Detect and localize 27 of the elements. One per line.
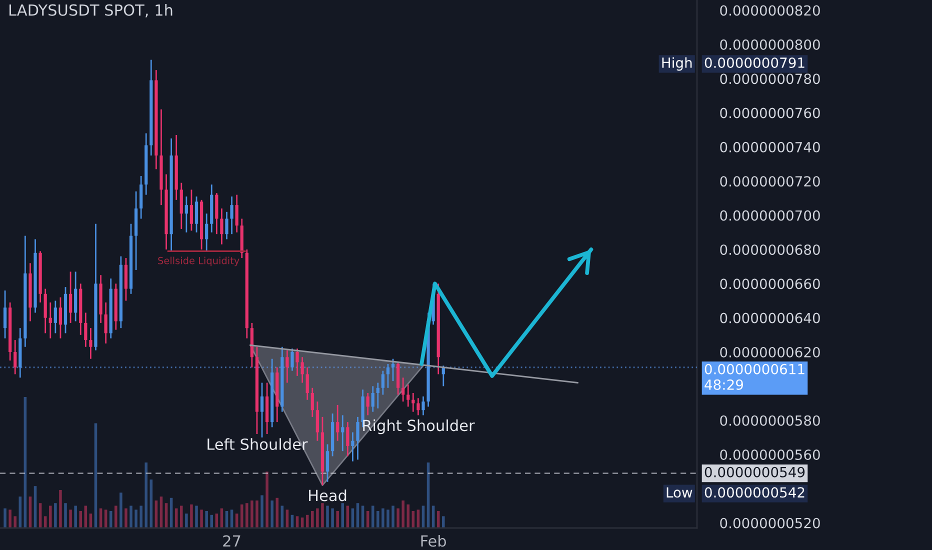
ref-line-label: 0.0000000611 48:29 (704, 364, 804, 390)
x-tick-label: Feb (421, 534, 446, 547)
y-tick-label: 0.0000000800 (720, 39, 820, 50)
annotation: Low (666, 487, 692, 498)
y-tick-label: 0.0000000580 (720, 415, 820, 426)
y-tick-label: 0.0000000660 (720, 278, 820, 290)
y-tick-label: 0.0000000620 (720, 346, 820, 358)
y-tick-label: 0.0000000740 (720, 142, 820, 152)
y-tick-label: 0.0000000700 (720, 210, 820, 221)
y-tick-label: 0.0000000760 (720, 108, 820, 118)
y-tick-label: 0.0000000780 (720, 74, 820, 84)
y-tick-label: 0.0000000640 (720, 312, 820, 324)
y-tick-label: 0.0000000720 (720, 176, 820, 187)
text: 0.0000000542 (704, 487, 804, 498)
y-tick-label: 0.0000000560 (720, 449, 820, 460)
annotation: High (662, 57, 692, 71)
y-tick-label: 0.0000000820 (720, 5, 820, 16)
series-label: Sellside Liquidity (158, 256, 240, 266)
annotation: Left Shoulder (208, 438, 308, 450)
x-tick-label: 27 (223, 535, 240, 547)
ref-line-label: 0.0000000549 (704, 466, 805, 478)
y-tick-label: 0.0000000680 (720, 244, 820, 255)
y-tick-label: 0.0000000520 (720, 518, 820, 528)
text: 0.0000000791 (704, 57, 804, 68)
annotation: Right Shoulder (363, 419, 475, 434)
chart-title: LADYSUSDT SPOT, 1h (10, 4, 172, 18)
annotation: Head (309, 489, 346, 502)
